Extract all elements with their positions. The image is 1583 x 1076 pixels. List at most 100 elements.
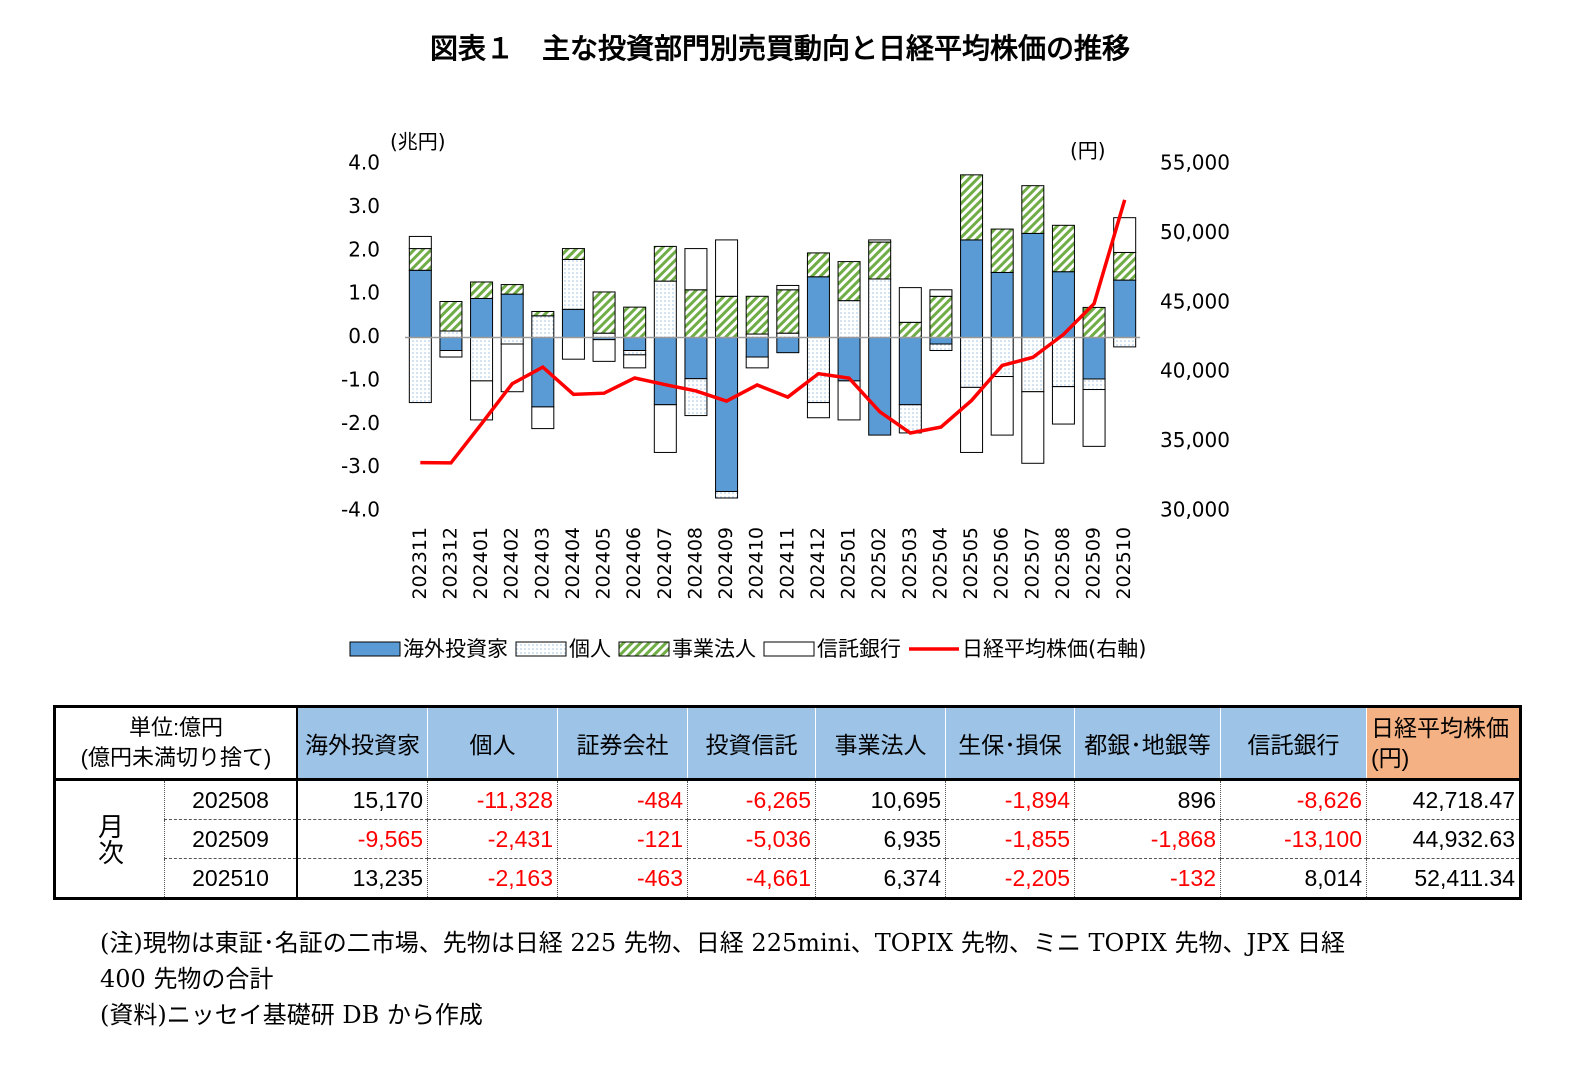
table-cell: 896 (1074, 779, 1221, 820)
table-cell: 202508 (164, 779, 298, 820)
bar (561, 258, 585, 310)
bar (776, 337, 800, 354)
bar (1051, 224, 1075, 273)
chart-title: 図表１ 主な投資部門別売買動向と日経平均株価の推移 (430, 32, 1130, 65)
bar (470, 337, 494, 382)
table-cell: 44,932.63 (1366, 819, 1521, 859)
y-tick-label: 1.0 (348, 281, 380, 305)
x-tick-label: 202409 (715, 527, 737, 600)
data-row: 202510 13,235 -2,163 -463 -4,661 6,374 -2,205-… (55, 858, 1521, 899)
x-tick-label: 202508 (1052, 527, 1074, 600)
x-tick-label: 202503 (899, 527, 921, 600)
table-cell: -8,626 (1220, 779, 1367, 820)
bar (653, 280, 677, 338)
legend-label: 日経平均株価(右軸) (962, 637, 1146, 661)
table-cell: 日経平均株価 (円) (1366, 706, 1521, 781)
table-cell: 6,935 (815, 819, 946, 859)
table-cell: 202509 (164, 819, 298, 859)
bar (898, 321, 922, 339)
y-tick-label: 4.0 (348, 151, 380, 175)
unit-line: 単位:億円 (128, 715, 224, 740)
bar (653, 337, 677, 406)
x-tick-label: 202405 (593, 527, 615, 600)
table-cell: 15,170 (296, 779, 428, 820)
table-cell: 月次 (54, 779, 165, 899)
bar (990, 376, 1014, 436)
bar (470, 297, 494, 338)
table-cell: -5,036 (687, 819, 816, 859)
bar (837, 337, 861, 382)
y2-tick-label: 55,000 (1160, 151, 1230, 175)
table-cell: -13,100 (1220, 819, 1367, 859)
table-cell: -484 (557, 779, 688, 820)
y2-tick-label: 30,000 (1160, 498, 1230, 522)
bar (561, 337, 585, 360)
bar (531, 310, 555, 317)
legend-swatch (763, 641, 815, 657)
bar (929, 337, 953, 345)
table-cell: -1,855 (945, 819, 1075, 859)
bar (1051, 337, 1075, 388)
bar (408, 269, 432, 338)
bar (868, 241, 892, 280)
x-tick-label: 202401 (470, 527, 492, 600)
x-tick-label: 202504 (929, 527, 951, 600)
bar (990, 337, 1014, 378)
bar (1021, 391, 1045, 464)
y-unit: (兆円) (390, 130, 446, 154)
unit-line: (億円未満切り捨て) (80, 745, 272, 770)
bar (960, 239, 984, 338)
table-cell: 信託銀行 (1220, 706, 1367, 781)
bar (470, 281, 494, 299)
table-cell: -1,894 (945, 779, 1075, 820)
x-tick-label: 202505 (960, 527, 982, 600)
bar (684, 248, 708, 291)
x-tick-label: 202412 (807, 527, 829, 600)
bar (898, 337, 922, 406)
x-tick-label: 202502 (868, 527, 890, 600)
bar (776, 289, 800, 334)
x-tick-label: 202507 (1021, 527, 1043, 600)
x-tick-label: 202404 (562, 527, 584, 600)
legend-label: 海外投資家 (403, 637, 508, 661)
table-cell: 42,718.47 (1366, 779, 1521, 820)
x-tick-label: 202510 (1113, 527, 1135, 600)
table-cell: 10,695 (815, 779, 946, 820)
bar (561, 248, 585, 260)
x-tick-label: 202402 (501, 527, 523, 600)
line (420, 199, 1127, 465)
table-cell: -9,565 (296, 819, 428, 859)
bar (653, 245, 677, 282)
bar (806, 402, 830, 419)
x-tick-label: 202506 (991, 527, 1013, 600)
bar (929, 289, 953, 297)
bar (1113, 251, 1137, 281)
table-cell: 単位:億円 (億円未満切り捨て) (54, 706, 298, 781)
y-tick-label: -2.0 (341, 411, 380, 435)
x-tick-label: 202312 (439, 527, 461, 600)
data-row: 月次 202508 15,170 -11,328 -484 -6,265 10,695 -1,… (54, 779, 1521, 899)
y-tick-label: 0.0 (348, 324, 380, 348)
x-tick-label: 202509 (1083, 527, 1105, 600)
header-line: 日経平均株価 (1371, 715, 1509, 741)
table-cell: 52,411.34 (1366, 858, 1521, 899)
table-cell: -2,431 (427, 819, 558, 859)
note: (資料)ニッセイ基礎研 DB から作成 (100, 1001, 483, 1029)
bar (868, 337, 892, 436)
data-table: 単位:億円 (億円未満切り捨て) 海外投資家 個人 証券会社 投資信託 事業法人 生保･損保都… (53, 705, 1522, 900)
x-tick-label: 202408 (684, 527, 706, 600)
bar (470, 380, 494, 421)
bar (715, 337, 739, 492)
table-cell: -121 (557, 819, 688, 859)
bar (500, 293, 524, 338)
table-cell: -463 (557, 858, 688, 899)
y2-tick-label: 40,000 (1160, 359, 1230, 383)
bar (929, 295, 953, 339)
bar (439, 350, 463, 358)
table-cell: 8,014 (1220, 858, 1367, 899)
bar (408, 248, 432, 271)
table-cell: 証券会社 (557, 706, 688, 781)
y-tick-label: 3.0 (348, 194, 380, 218)
bar (1082, 389, 1106, 447)
chart: 図表１ 主な投資部門別売買動向と日経平均株価の推移 (兆円) (円) -4.0 -… (341, 32, 1230, 661)
